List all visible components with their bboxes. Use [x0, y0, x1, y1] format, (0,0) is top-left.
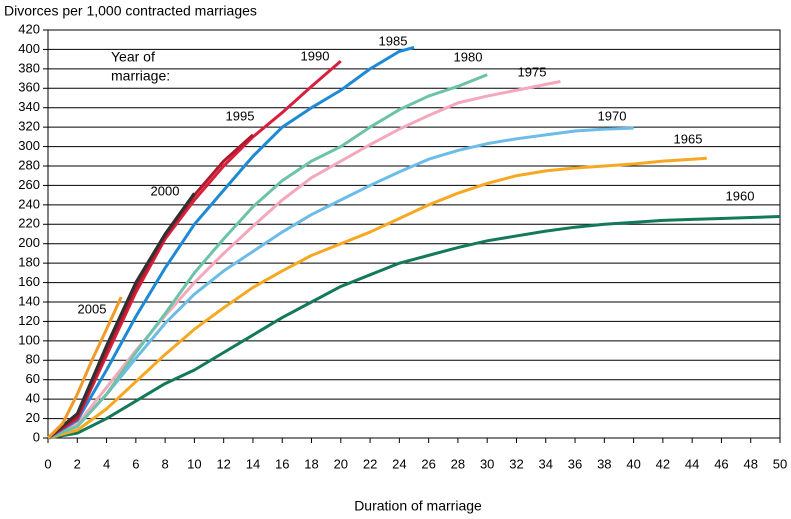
x-tick-label: 10: [187, 456, 201, 471]
y-tick-label: 40: [26, 391, 40, 406]
x-tick-label: 26: [421, 456, 435, 471]
y-tick-label: 420: [18, 21, 40, 36]
series-label: 1985: [379, 33, 408, 48]
y-tick-label: 340: [18, 99, 40, 114]
annotation: marriage:: [111, 68, 170, 84]
x-tick-label: 6: [132, 456, 139, 471]
x-tick-label: 48: [743, 456, 757, 471]
series-label: 1970: [598, 108, 627, 123]
x-tick-label: 42: [656, 456, 670, 471]
x-tick-label: 32: [509, 456, 523, 471]
x-tick-label: 22: [363, 456, 377, 471]
y-tick-label: 260: [18, 177, 40, 192]
x-tick-label: 30: [480, 456, 494, 471]
series-label: 1965: [674, 131, 703, 146]
y-tick-label: 180: [18, 255, 40, 270]
y-tick-label: 80: [26, 352, 40, 367]
x-tick-label: 36: [568, 456, 582, 471]
series-label: 1980: [454, 49, 483, 64]
series-line: [47, 215, 781, 440]
series-line: [47, 59, 342, 440]
y-tick-label: 60: [26, 371, 40, 386]
x-tick-label: 4: [103, 456, 110, 471]
series-line: [46, 296, 123, 440]
series-label: 2000: [151, 183, 180, 198]
x-tick-label: 38: [597, 456, 611, 471]
series-line: [47, 46, 415, 440]
y-tick-label: 160: [18, 274, 40, 289]
y-tick-label: 360: [18, 80, 40, 95]
series-line: [47, 73, 488, 440]
y-tick-label: 200: [18, 235, 40, 250]
y-tick-label: 100: [18, 332, 40, 347]
y-tick-label: 280: [18, 157, 40, 172]
x-tick-label: 8: [162, 456, 169, 471]
series-line: [47, 156, 707, 440]
x-tick-label: 2: [74, 456, 81, 471]
x-tick-label: 46: [714, 456, 728, 471]
x-axis-label: Duration of marriage: [354, 498, 482, 514]
x-tick-label: 12: [216, 456, 230, 471]
y-tick-label: 140: [18, 293, 40, 308]
series-label: 2005: [78, 301, 107, 316]
series-label: 1975: [518, 64, 547, 79]
y-tick-label: 220: [18, 216, 40, 231]
x-tick-label: 18: [304, 456, 318, 471]
series-label: 1960: [726, 188, 755, 203]
y-tick-label: 300: [18, 138, 40, 153]
x-tick-label: 34: [539, 456, 553, 471]
x-tick-label: 0: [44, 456, 51, 471]
x-tick-label: 20: [334, 456, 348, 471]
y-tick-label: 320: [18, 119, 40, 134]
x-tick-label: 14: [246, 456, 260, 471]
annotation: Year of: [111, 49, 155, 65]
y-tick-label: 120: [18, 313, 40, 328]
x-tick-label: 44: [685, 456, 699, 471]
x-tick-label: 50: [773, 456, 787, 471]
plot-border: [47, 29, 781, 439]
y-tick-label: 240: [18, 196, 40, 211]
x-tick-label: 16: [275, 456, 289, 471]
y-tick-label: 380: [18, 60, 40, 75]
y-tick-label: 400: [18, 41, 40, 56]
series-label: 1995: [226, 108, 255, 123]
series-line: [47, 126, 634, 440]
chart-title: Divorces per 1,000 contracted marriages: [4, 3, 257, 19]
series-label: 1990: [301, 48, 330, 63]
y-tick-label: 20: [26, 410, 40, 425]
series-line: [47, 192, 196, 440]
x-tick-label: 40: [626, 456, 640, 471]
x-tick-label: 24: [392, 456, 406, 471]
y-tick-label: 0: [33, 429, 40, 444]
x-tick-label: 28: [451, 456, 465, 471]
